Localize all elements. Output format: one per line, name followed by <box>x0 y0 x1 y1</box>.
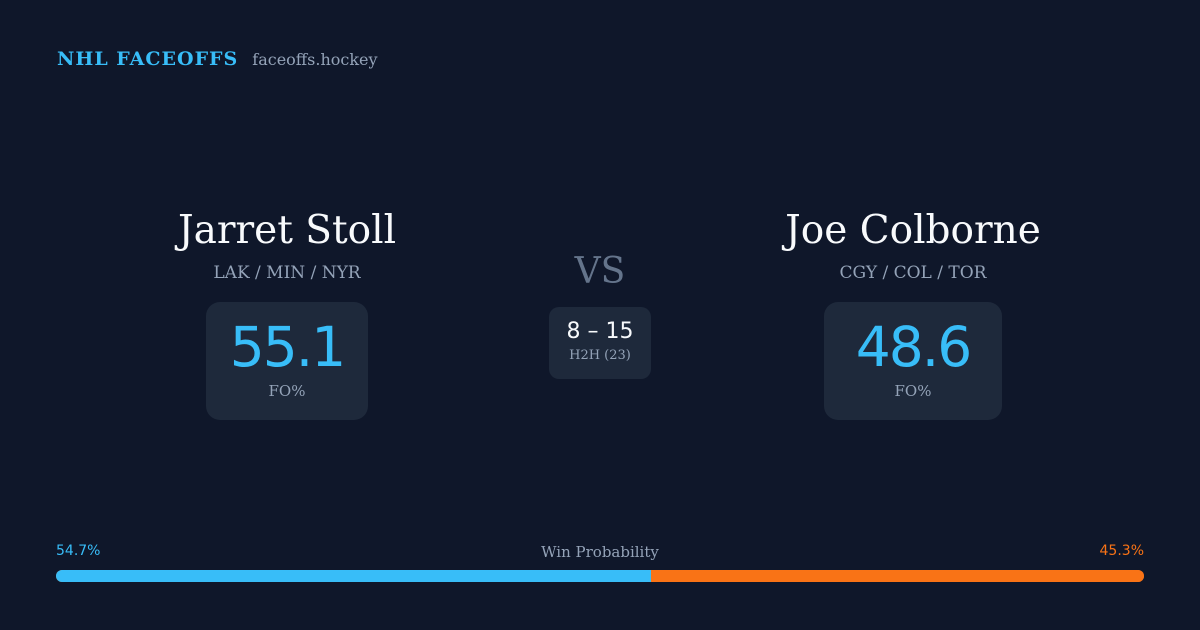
player-left-card: Jarret Stoll LAK / MIN / NYR 55.1 FO% <box>178 205 396 420</box>
win-probability-labels: 54.7% Win Probability 45.3% <box>56 543 1144 561</box>
player-right-teams: CGY / COL / TOR <box>839 263 987 283</box>
h2h-score: 8 – 15 <box>566 319 634 344</box>
player-left-name: Jarret Stoll <box>177 208 397 253</box>
win-probability-bar-left <box>56 570 652 582</box>
player-left-stat-box: 55.1 FO% <box>206 302 368 420</box>
player-right-card: Joe Colborne CGY / COL / TOR 48.6 FO% <box>785 205 1041 420</box>
player-left-teams: LAK / MIN / NYR <box>213 263 361 283</box>
player-right-fo-label: FO% <box>894 382 932 400</box>
win-probability-title: Win Probability <box>541 543 659 561</box>
player-left-fo-label: FO% <box>268 382 306 400</box>
header: NHL FACEOFFS faceoffs.hockey <box>57 48 378 70</box>
versus-label: VS <box>574 251 626 292</box>
player-right-stat-box: 48.6 FO% <box>824 302 1002 420</box>
win-probability-bar-right <box>651 570 1144 582</box>
win-probability-left: 54.7% <box>56 543 101 559</box>
player-right-fo-value: 48.6 <box>855 315 972 379</box>
player-right-name: Joe Colborne <box>785 208 1041 253</box>
h2h-label: H2H (23) <box>569 348 631 363</box>
site-url[interactable]: faceoffs.hockey <box>252 50 378 69</box>
player-left-fo-value: 55.1 <box>229 315 346 379</box>
brand-title[interactable]: NHL FACEOFFS <box>57 48 239 70</box>
win-probability-right: 45.3% <box>1099 543 1144 559</box>
win-probability-bar <box>56 570 1144 582</box>
h2h-box: 8 – 15 H2H (23) <box>549 307 651 379</box>
